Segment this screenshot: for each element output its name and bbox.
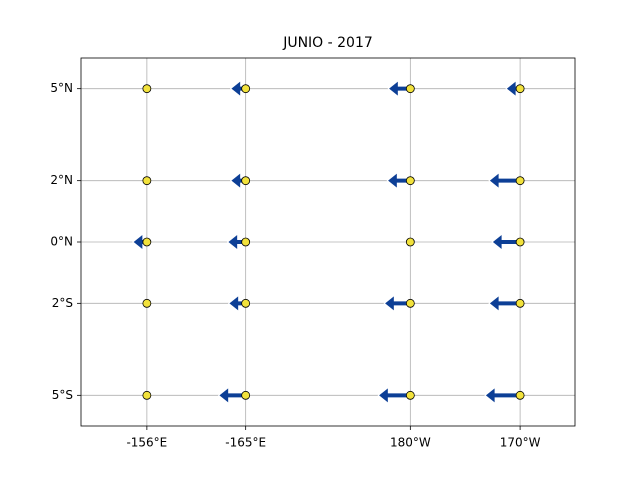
wind-arrow bbox=[488, 171, 521, 190]
station-point bbox=[241, 390, 251, 400]
x-tick-label: 180°W bbox=[390, 436, 431, 450]
station-point bbox=[405, 176, 415, 186]
y-tick-label: 2°N bbox=[50, 173, 73, 187]
station-point bbox=[515, 237, 525, 247]
chart-title: JUNIO - 2017 bbox=[282, 35, 373, 51]
station-point bbox=[142, 84, 152, 94]
station-point bbox=[142, 390, 152, 400]
station-point bbox=[515, 298, 525, 308]
wind-arrow bbox=[484, 386, 521, 405]
wind-arrow bbox=[488, 294, 521, 313]
y-tick-label: 0°N bbox=[50, 235, 73, 249]
wind-arrow bbox=[377, 386, 411, 405]
y-tick-label: 5°S bbox=[52, 388, 73, 402]
station-point bbox=[515, 390, 525, 400]
station-point bbox=[405, 298, 415, 308]
station-point bbox=[142, 298, 152, 308]
y-tick-label: 5°N bbox=[50, 81, 73, 95]
station-point bbox=[241, 84, 251, 94]
station-point bbox=[241, 176, 251, 186]
station-point bbox=[515, 176, 525, 186]
station-point bbox=[405, 84, 415, 94]
plot-frame bbox=[80, 57, 576, 427]
station-point bbox=[241, 237, 251, 247]
x-tick-label: -156°E bbox=[126, 436, 167, 450]
station-point bbox=[405, 237, 415, 247]
station-point bbox=[405, 390, 415, 400]
x-tick-label: 170°W bbox=[500, 436, 541, 450]
station-point bbox=[142, 176, 152, 186]
station-point bbox=[142, 237, 152, 247]
station-point bbox=[241, 298, 251, 308]
y-tick-label: 2°S bbox=[52, 296, 73, 310]
x-tick-label: -165°E bbox=[225, 436, 266, 450]
station-point bbox=[515, 84, 525, 94]
